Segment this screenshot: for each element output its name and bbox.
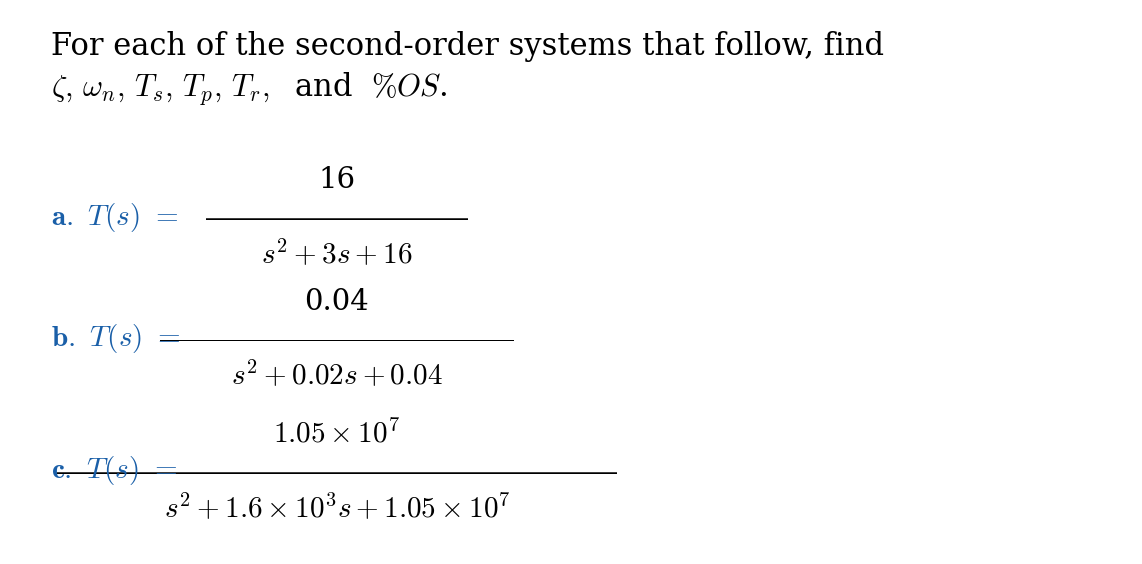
Text: For each of the second-order systems that follow, find: For each of the second-order systems tha… bbox=[51, 31, 884, 62]
Text: $s^2+1.6\times10^3s+1.05\times10^7$: $s^2+1.6\times10^3s+1.05\times10^7$ bbox=[163, 492, 510, 523]
Text: $s^2+3s+16$: $s^2+3s+16$ bbox=[262, 239, 412, 269]
Text: $\mathbf{c.}$ $\mathit{T(s)}$ $=$: $\mathbf{c.}$ $\mathit{T(s)}$ $=$ bbox=[51, 455, 177, 487]
Text: $s^2+0.02s+0.04$: $s^2+0.02s+0.04$ bbox=[231, 360, 443, 390]
Text: $\mathbf{a.}$ $\mathit{T(s)}$ $=$: $\mathbf{a.}$ $\mathit{T(s)}$ $=$ bbox=[51, 201, 179, 233]
Text: 0.04: 0.04 bbox=[305, 288, 369, 316]
Text: $1.05\times10^7$: $1.05\times10^7$ bbox=[273, 420, 401, 449]
Text: $\mathbf{b.}$ $\mathit{T(s)}$ $=$: $\mathbf{b.}$ $\mathit{T(s)}$ $=$ bbox=[51, 322, 180, 355]
Text: 16: 16 bbox=[319, 166, 355, 195]
Text: $\zeta,\,\omega_n,\,T_s,\,T_p,\,T_r,$  and  $\%OS$.: $\zeta,\,\omega_n,\,T_s,\,T_p,\,T_r,$ an… bbox=[51, 70, 448, 108]
